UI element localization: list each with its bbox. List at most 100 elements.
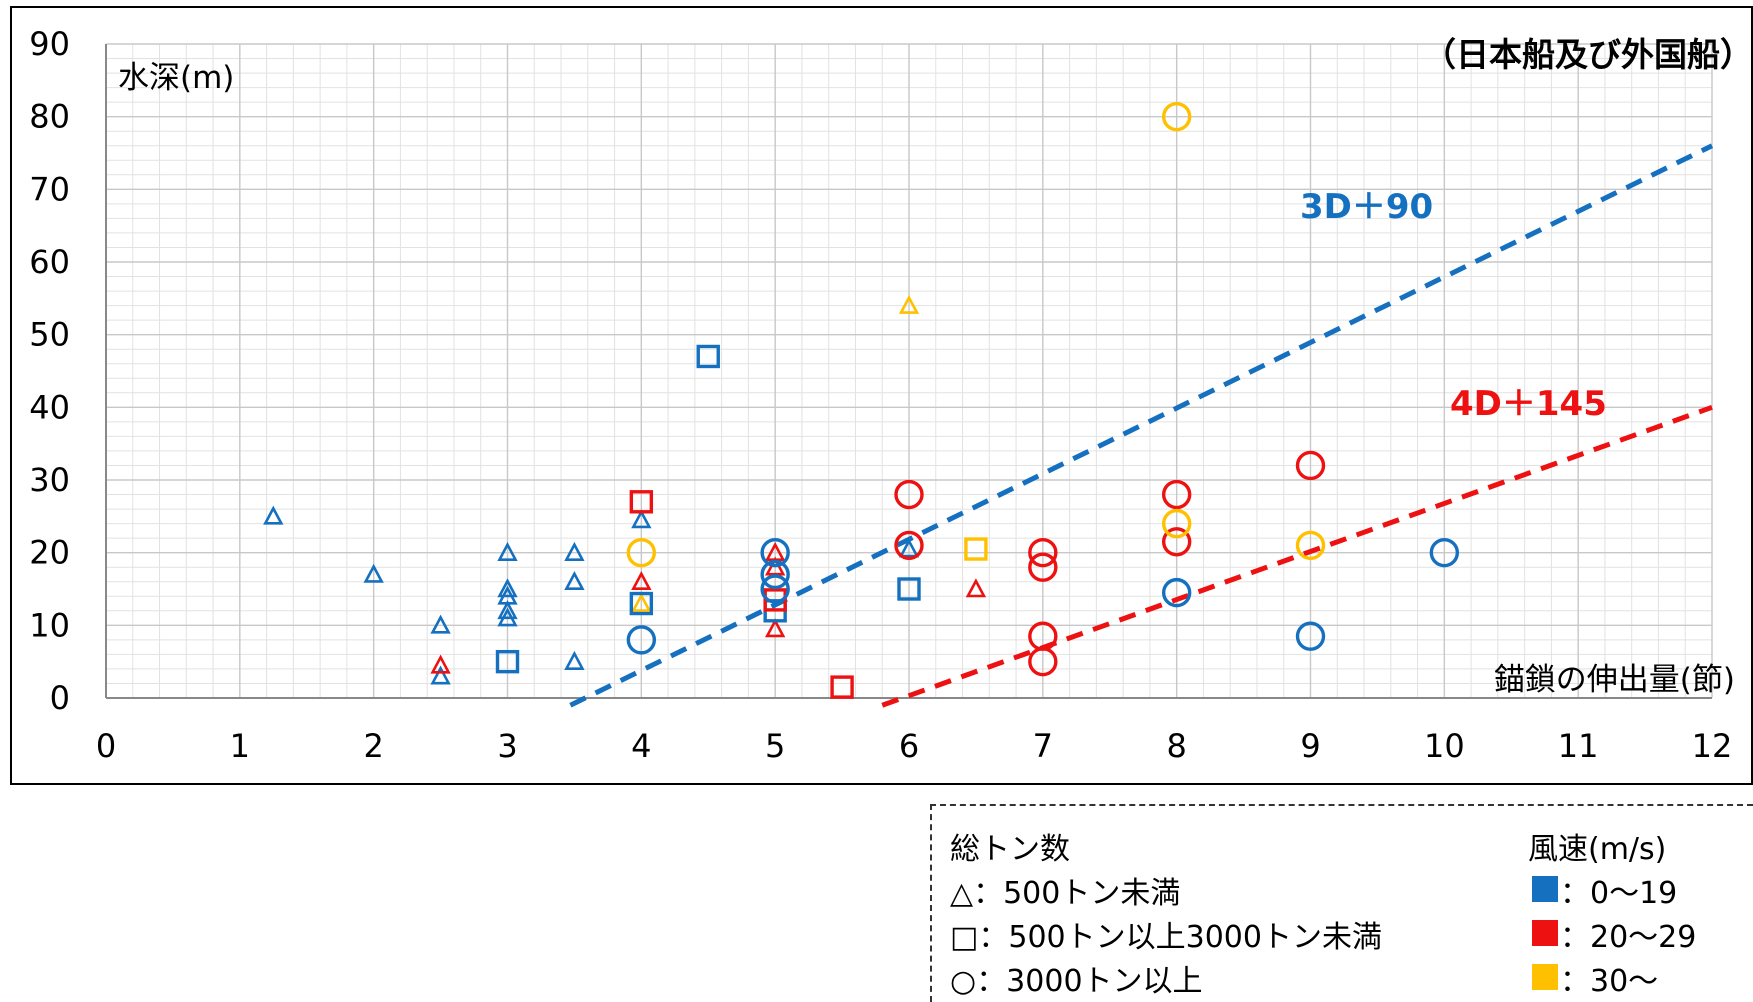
y-tick-label: 50	[29, 316, 70, 354]
square-point	[629, 591, 654, 616]
triangle-point	[631, 509, 652, 529]
x-tick-label: 6	[899, 727, 919, 765]
triangle-point	[631, 592, 652, 612]
legend-wind-label: ：20～29	[1560, 920, 1697, 955]
x-tick-label: 3	[497, 727, 517, 765]
wind-swatch-red	[1532, 920, 1558, 946]
triangle-point	[631, 570, 652, 591]
y-tick-label: 10	[29, 606, 70, 644]
circle-point	[894, 479, 924, 510]
x-axis-label: 錨鎖の伸出量(節)	[1494, 662, 1735, 698]
legend-size-item-circle: ○：3000トン以上	[950, 956, 1203, 1000]
triangle-point	[564, 541, 585, 561]
circle-point	[1295, 530, 1326, 561]
x-tick-label: 5	[765, 727, 785, 765]
reference-lines	[569, 143, 1714, 708]
y-tick-label: 0	[50, 679, 70, 717]
triangle-point	[497, 541, 518, 561]
x-tick-label: 11	[1558, 727, 1599, 765]
y-tick-label: 90	[29, 25, 70, 63]
square-point	[495, 649, 520, 674]
triangle-point	[430, 665, 451, 685]
circle-point	[1161, 527, 1192, 557]
circle-point	[1161, 577, 1192, 608]
y-tick-label: 40	[29, 388, 70, 426]
legend-size-label: ：3000トン以上	[976, 964, 1203, 999]
data-points	[263, 101, 1460, 699]
legend-size-item-triangle: △：500トン未満	[950, 868, 1180, 912]
triangle-point	[965, 578, 987, 598]
y-tick-label: 20	[29, 534, 70, 572]
legend-size-title: 総トン数	[950, 832, 1070, 867]
triangle-point	[765, 618, 786, 638]
y-axis-label: 水深(m)	[118, 60, 234, 96]
square-point	[964, 537, 988, 561]
line-label-3d90: 3D＋90	[1300, 187, 1433, 227]
triangle-point	[497, 600, 518, 620]
circle-point	[626, 625, 657, 655]
circle-point	[1295, 450, 1326, 481]
y-tick-label: 80	[29, 98, 70, 136]
square-icon: □	[950, 920, 979, 955]
chart-title: （日本船及び外国船）	[1423, 35, 1753, 74]
square-point	[897, 577, 921, 601]
x-tick-label: 0	[96, 727, 116, 765]
legend-size-label: ：500トン未満	[973, 876, 1181, 911]
legend-wind-label: ：30～	[1560, 964, 1659, 999]
wind-swatch-blue	[1532, 876, 1558, 902]
x-tick-label: 2	[363, 727, 383, 765]
legend-size-label: ：500トン以上3000トン未満	[978, 920, 1382, 955]
circle-point	[1028, 537, 1058, 568]
triangle-point	[430, 614, 451, 634]
line-label-4d145: 4D＋145	[1450, 384, 1607, 424]
triangle-point	[497, 607, 518, 627]
triangle-point	[430, 654, 451, 674]
wind-swatch-yellow	[1532, 964, 1558, 990]
x-tick-label: 7	[1033, 727, 1053, 765]
square-point	[629, 490, 654, 514]
circle-point	[1429, 537, 1460, 568]
x-tick-label: 9	[1300, 727, 1320, 765]
circle-point	[626, 537, 657, 568]
legend: 総トン数 △：500トン未満 □：500トン以上3000トン未満 ○：3000ト…	[930, 804, 1753, 1002]
triangle-point	[564, 650, 585, 670]
square-point	[763, 588, 787, 612]
x-tick-label: 4	[631, 727, 651, 765]
triangle-point	[564, 570, 585, 591]
y-tick-label: 60	[29, 243, 70, 281]
circle-point	[760, 559, 790, 590]
circle-point	[1028, 552, 1058, 582]
legend-wind-label: ：0～19	[1560, 876, 1678, 911]
x-tick-label: 12	[1692, 727, 1733, 765]
legend-size-item-square: □：500トン以上3000トン未満	[950, 912, 1382, 956]
x-tick-label: 8	[1166, 727, 1186, 765]
grid	[105, 43, 1713, 699]
triangle-point	[363, 563, 384, 583]
y-tick-label: 70	[29, 170, 70, 208]
triangle-icon: △	[950, 876, 974, 911]
circle-point	[760, 537, 790, 568]
reference-line	[569, 143, 1714, 708]
legend-wind-title: 風速(m/s)	[1528, 832, 1667, 867]
triangle-point	[263, 505, 284, 525]
triangle-point	[497, 578, 518, 598]
triangle-point	[898, 538, 920, 558]
circle-point	[894, 530, 924, 561]
chart-frame	[10, 6, 1753, 785]
circle-point	[1161, 508, 1192, 539]
y-tick-label: 30	[29, 461, 70, 499]
circle-point	[760, 574, 790, 604]
square-point	[696, 344, 720, 369]
x-tick-label: 10	[1424, 727, 1465, 765]
circle-point	[1028, 646, 1058, 677]
triangle-point	[898, 294, 920, 314]
circle-point	[1161, 479, 1192, 510]
reference-line	[881, 404, 1713, 708]
square-point	[830, 675, 854, 699]
circle-point	[1161, 101, 1192, 132]
x-tick-label: 1	[230, 727, 250, 765]
circle-icon: ○	[950, 964, 977, 999]
chart-text: （日本船及び外国船） 水深(m) 錨鎖の伸出量(節) 3D＋90 4D＋145	[118, 35, 1753, 698]
